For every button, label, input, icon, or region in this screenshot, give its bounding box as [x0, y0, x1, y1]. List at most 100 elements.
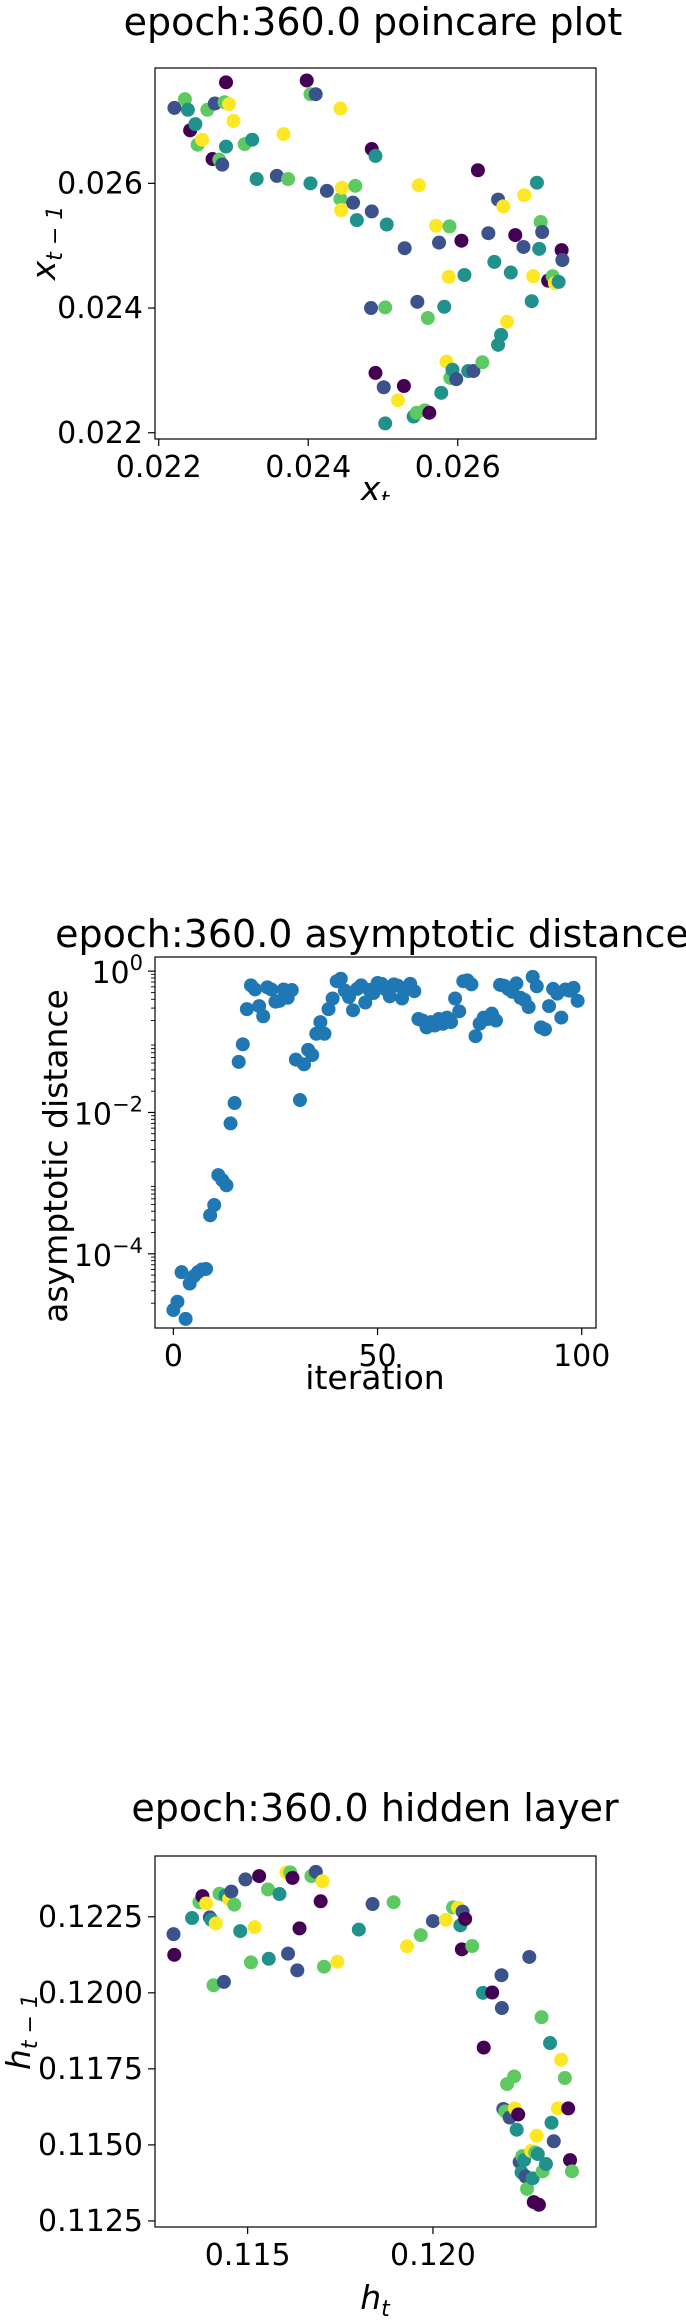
scatter-point — [319, 183, 334, 198]
scatter-point — [434, 385, 449, 400]
scatter-point — [564, 2164, 579, 2179]
scatter-point — [333, 191, 348, 206]
scatter-point — [364, 301, 379, 316]
scatter-point — [397, 241, 412, 256]
y-tick-label: 0.024 — [57, 291, 143, 326]
scatter-point — [313, 1894, 328, 1909]
scatter-point — [219, 75, 234, 90]
y-tick-label: 10−4 — [74, 1234, 143, 1274]
scatter-point — [524, 294, 539, 309]
poincare-y-ticks: 0.022 0.024 0.026 — [57, 166, 155, 451]
scatter-point — [284, 983, 299, 998]
scatter-point — [508, 228, 523, 243]
scatter-point — [437, 299, 452, 314]
scatter-point — [525, 2171, 540, 2186]
scatter-point — [256, 1009, 271, 1024]
scatter-point — [520, 2181, 535, 2196]
x-tick-label: 0.026 — [415, 450, 501, 485]
scatter-point — [317, 1026, 332, 1041]
scatter-point — [308, 87, 323, 102]
scatter-point — [208, 1916, 223, 1931]
scatter-point — [442, 219, 457, 234]
asymptotic-plot-frame — [154, 956, 597, 1329]
scatter-point — [303, 176, 318, 191]
scatter-point — [299, 73, 314, 88]
scatter-point — [494, 1968, 509, 1983]
scatter-point — [509, 2122, 524, 2137]
scatter-point — [407, 984, 422, 999]
hidden-layer-y-ticks: 0.1125 0.1150 0.1175 0.1200 0.1225 — [38, 1900, 155, 2239]
y-tick-label: 0.022 — [57, 416, 143, 451]
scatter-point — [485, 1985, 500, 2000]
scatter-point — [227, 1096, 242, 1111]
scatter-point — [351, 1922, 366, 1937]
scatter-point — [333, 101, 348, 116]
scatter-point — [448, 991, 463, 1006]
asymptotic-distance-chart: epoch:360.0 asymptotic distance 0 50 100 1… — [36, 912, 686, 1390]
scatter-point — [537, 1022, 552, 1037]
scatter-point — [526, 269, 541, 284]
scatter-point — [219, 139, 234, 154]
scatter-point — [390, 393, 405, 408]
scatter-point — [233, 1924, 248, 1939]
scatter-point — [543, 2036, 558, 2051]
scatter-point — [470, 163, 485, 178]
scatter-point — [166, 1927, 181, 1942]
scatter-point — [534, 2010, 549, 2025]
poincare-x-ticks: 0.022 0.024 0.026 — [116, 439, 501, 485]
scatter-point — [496, 199, 511, 214]
hidden-layer-x-ticks: 0.115 0.120 — [205, 2227, 476, 2273]
scatter-point — [364, 204, 379, 219]
scatter-point — [285, 1870, 300, 1885]
scatter-point — [468, 1029, 483, 1044]
scatter-point — [224, 1884, 239, 1899]
hidden-layer-chart: epoch:360.0 hidden layer 0.115 0.120 0.11… — [0, 1787, 619, 2322]
x-tick-label: 0.115 — [205, 2238, 291, 2273]
scatter-point — [494, 2001, 509, 2016]
scatter-point — [521, 1000, 536, 1015]
scatter-point — [247, 1920, 262, 1935]
scatter-point — [346, 1003, 361, 1018]
scatter-point — [223, 1116, 238, 1131]
scatter-point — [297, 1057, 312, 1072]
scatter-point — [281, 171, 296, 186]
scatter-point — [221, 97, 236, 112]
scatter-point — [235, 1037, 250, 1052]
scatter-point — [305, 1048, 320, 1063]
y-tick-label: 0.1125 — [38, 2204, 143, 2239]
scatter-point — [554, 1010, 569, 1025]
scatter-point — [422, 405, 437, 420]
x-tick-label: 0.022 — [116, 450, 202, 485]
scatter-point — [531, 2197, 546, 2212]
scatter-point — [557, 2070, 572, 2085]
scatter-point — [195, 132, 210, 147]
scatter-point — [330, 1954, 345, 1969]
scatter-point — [349, 213, 364, 228]
scatter-point — [292, 1093, 307, 1108]
scatter-point — [227, 1897, 242, 1912]
scatter-point — [551, 274, 566, 289]
hidden-layer-points — [166, 1864, 579, 2212]
x-tick-label: 100 — [553, 1339, 610, 1374]
hidden-layer-x-axis-label: ht — [360, 2278, 391, 2322]
scatter-point — [475, 355, 490, 370]
scatter-point — [365, 1897, 380, 1912]
poincare-points — [167, 73, 570, 431]
scatter-point — [379, 217, 394, 232]
scatter-point — [333, 971, 348, 986]
hidden-layer-chart-title: epoch:360.0 hidden layer — [131, 1787, 619, 1830]
scatter-point — [444, 1015, 459, 1030]
scatter-point — [378, 300, 393, 315]
scatter-point — [441, 269, 456, 284]
scatter-point — [503, 265, 518, 280]
scatter-point — [376, 380, 391, 395]
scatter-point — [554, 2052, 569, 2067]
scatter-point — [432, 235, 447, 250]
scatter-point — [215, 157, 230, 172]
scatter-point — [544, 2115, 559, 2130]
scatter-point — [554, 243, 569, 258]
scatter-point — [178, 1311, 193, 1326]
scatter-point — [538, 2157, 553, 2172]
poincare-chart-title: epoch:360.0 poincare plot — [124, 0, 623, 44]
scatter-point — [511, 2107, 526, 2122]
